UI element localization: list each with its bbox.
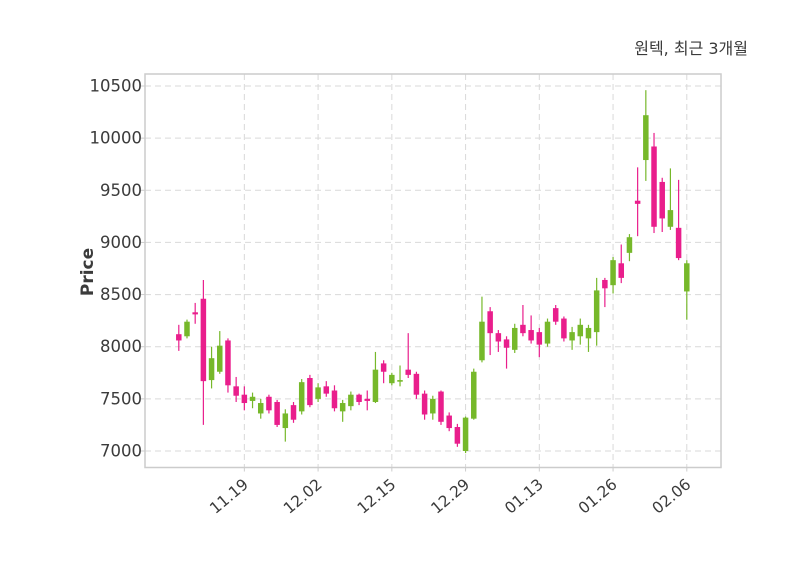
candle-8-body	[241, 394, 248, 404]
candle-24-body	[372, 369, 379, 402]
candle-16-body	[307, 378, 313, 406]
candle-41-body	[511, 327, 518, 350]
y-tick-label: 7500	[100, 389, 142, 408]
candle-50-body	[585, 327, 592, 339]
y-tick-label: 10000	[90, 129, 143, 148]
y-tick-label: 9500	[100, 181, 142, 200]
candle-14-body	[290, 405, 297, 420]
y-axis-title: Price	[78, 247, 98, 297]
y-tick-label: 8500	[100, 285, 142, 304]
candle-33-body	[446, 415, 452, 429]
y-tick-label: 10500	[90, 77, 143, 96]
candle-2-body	[192, 312, 198, 315]
chart-title: 원텍, 최근 3개월	[634, 39, 748, 58]
candle-10-body	[257, 403, 264, 414]
candle-56-body	[634, 200, 641, 204]
y-tick-label: 9000	[100, 233, 142, 252]
candle-7-body	[233, 386, 239, 396]
candle-5-body	[217, 345, 223, 372]
candle-0-body	[176, 334, 182, 341]
candle-60-body	[667, 210, 674, 227]
candle-39-body	[495, 333, 502, 342]
candle-12-body	[274, 401, 280, 425]
candle-25-body	[380, 363, 387, 372]
candle-21-body	[348, 394, 354, 407]
candle-30-body	[421, 393, 428, 415]
candle-31-body	[430, 398, 436, 414]
candle-49-body	[577, 324, 584, 337]
y-tick-label: 8000	[100, 337, 142, 356]
candle-35-body	[462, 417, 469, 451]
candle-46-body	[552, 308, 559, 322]
candle-1-body	[184, 321, 190, 337]
y-tick-label: 7000	[100, 442, 142, 461]
candle-61-body	[675, 227, 682, 259]
candle-9-body	[249, 396, 256, 401]
candle-29-body	[413, 373, 420, 395]
candle-52-body	[602, 279, 608, 289]
candle-11-body	[266, 396, 272, 411]
candle-6-body	[225, 340, 231, 386]
candle-45-body	[544, 321, 551, 344]
candle-32-body	[438, 391, 444, 422]
candle-34-body	[454, 427, 461, 444]
candle-3-body	[200, 298, 207, 382]
candle-43-body	[528, 330, 534, 341]
candle-18-body	[323, 386, 330, 394]
candle-27-body	[397, 380, 403, 382]
candle-4-body	[208, 358, 215, 381]
candle-62-body	[684, 263, 690, 292]
candle-51-body	[593, 290, 600, 333]
candle-23-body	[364, 398, 371, 401]
candle-42-body	[520, 324, 526, 334]
candle-20-body	[339, 403, 346, 412]
candle-19-body	[331, 390, 338, 409]
candle-47-body	[561, 318, 567, 339]
candle-44-body	[536, 332, 543, 345]
candle-13-body	[282, 413, 289, 429]
candle-22-body	[356, 394, 362, 402]
candle-40-body	[503, 339, 510, 348]
candle-17-body	[315, 387, 321, 399]
candle-28-body	[405, 369, 411, 375]
candle-37-body	[479, 321, 485, 361]
candle-58-body	[651, 146, 657, 227]
candle-55-body	[626, 237, 633, 253]
candle-36-body	[471, 371, 477, 419]
candle-15-body	[298, 382, 305, 412]
candle-26-body	[389, 374, 395, 384]
candle-38-body	[487, 311, 493, 334]
candle-57-body	[643, 115, 649, 161]
plot-border	[144, 73, 722, 469]
candle-59-body	[659, 181, 665, 219]
candle-53-body	[610, 260, 616, 286]
candle-54-body	[618, 263, 625, 278]
candle-48-body	[569, 332, 575, 341]
